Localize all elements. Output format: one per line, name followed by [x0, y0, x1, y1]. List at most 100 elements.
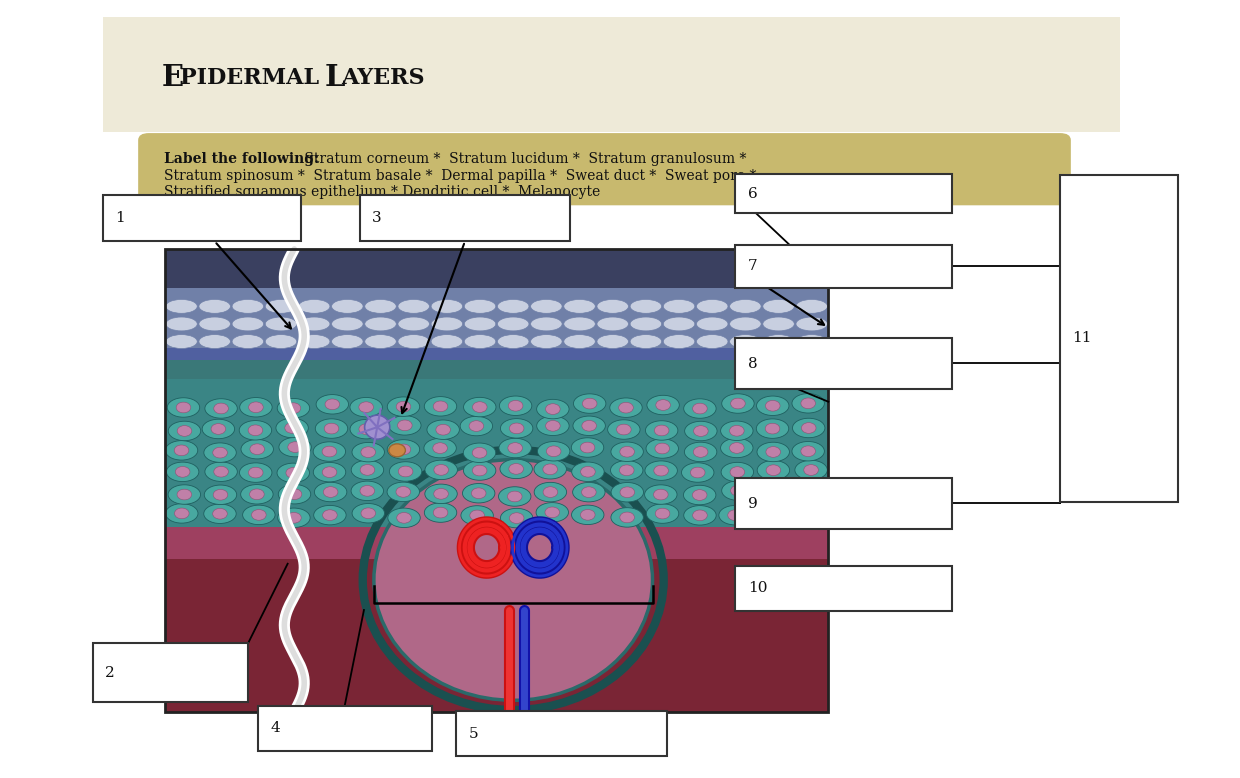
Ellipse shape: [582, 487, 596, 497]
Ellipse shape: [314, 506, 346, 525]
Bar: [165, 289, 828, 349]
Ellipse shape: [198, 317, 231, 331]
Ellipse shape: [765, 401, 780, 411]
Ellipse shape: [510, 423, 525, 433]
Ellipse shape: [232, 300, 264, 314]
Ellipse shape: [792, 419, 825, 438]
Ellipse shape: [572, 438, 604, 457]
Ellipse shape: [358, 401, 373, 412]
Ellipse shape: [729, 335, 761, 349]
Ellipse shape: [351, 481, 383, 500]
Ellipse shape: [756, 442, 790, 461]
Ellipse shape: [434, 489, 449, 499]
Ellipse shape: [722, 481, 754, 500]
Text: PIDERMAL: PIDERMAL: [180, 67, 335, 89]
Ellipse shape: [663, 300, 694, 314]
Ellipse shape: [461, 506, 494, 525]
Ellipse shape: [424, 397, 456, 416]
Ellipse shape: [804, 490, 818, 501]
Ellipse shape: [722, 462, 754, 482]
Ellipse shape: [729, 426, 744, 436]
Ellipse shape: [611, 508, 644, 527]
Ellipse shape: [795, 486, 827, 506]
Ellipse shape: [389, 462, 422, 482]
Ellipse shape: [202, 419, 234, 439]
Ellipse shape: [498, 487, 531, 506]
Ellipse shape: [765, 423, 780, 434]
Ellipse shape: [265, 335, 296, 349]
Ellipse shape: [684, 442, 717, 461]
Ellipse shape: [288, 442, 303, 453]
Ellipse shape: [166, 335, 197, 349]
Ellipse shape: [610, 461, 642, 480]
Ellipse shape: [365, 300, 397, 314]
Ellipse shape: [213, 489, 228, 500]
Ellipse shape: [534, 460, 567, 479]
Ellipse shape: [314, 442, 346, 461]
Ellipse shape: [286, 513, 301, 523]
Ellipse shape: [388, 508, 420, 527]
Ellipse shape: [682, 463, 714, 482]
Ellipse shape: [537, 399, 569, 419]
Bar: [735, 174, 952, 213]
Ellipse shape: [398, 300, 429, 314]
Ellipse shape: [620, 465, 634, 475]
Ellipse shape: [572, 505, 604, 524]
Bar: [360, 194, 570, 241]
Ellipse shape: [427, 420, 459, 440]
Ellipse shape: [546, 404, 560, 415]
Ellipse shape: [802, 508, 817, 518]
Ellipse shape: [655, 443, 670, 454]
Text: Stratified squamous epithelium * Dendritic cell *  Melanocyte: Stratified squamous epithelium * Dendrit…: [164, 185, 600, 199]
Ellipse shape: [768, 489, 781, 499]
Ellipse shape: [620, 512, 635, 523]
Ellipse shape: [564, 300, 595, 314]
Ellipse shape: [248, 425, 263, 436]
Ellipse shape: [766, 464, 781, 475]
Ellipse shape: [655, 425, 668, 436]
Ellipse shape: [683, 485, 715, 505]
Ellipse shape: [683, 506, 717, 525]
Ellipse shape: [464, 398, 496, 417]
Ellipse shape: [286, 403, 301, 414]
Ellipse shape: [500, 396, 532, 415]
Bar: [735, 478, 952, 529]
FancyBboxPatch shape: [139, 134, 1070, 205]
Ellipse shape: [358, 424, 373, 434]
Ellipse shape: [722, 394, 754, 413]
Ellipse shape: [463, 483, 495, 503]
Ellipse shape: [646, 504, 678, 524]
Ellipse shape: [387, 397, 419, 416]
Ellipse shape: [241, 440, 274, 459]
Ellipse shape: [433, 401, 448, 412]
Ellipse shape: [166, 503, 198, 523]
Ellipse shape: [198, 300, 231, 314]
Ellipse shape: [350, 398, 382, 417]
Ellipse shape: [763, 300, 795, 314]
Ellipse shape: [720, 421, 753, 440]
Ellipse shape: [630, 317, 662, 331]
Ellipse shape: [469, 421, 484, 431]
Ellipse shape: [692, 489, 707, 500]
Ellipse shape: [497, 300, 529, 314]
Ellipse shape: [203, 504, 236, 524]
Ellipse shape: [616, 424, 631, 435]
Ellipse shape: [322, 467, 337, 478]
Ellipse shape: [177, 489, 192, 500]
Ellipse shape: [758, 484, 791, 503]
Ellipse shape: [630, 335, 662, 349]
Ellipse shape: [653, 465, 668, 476]
Ellipse shape: [472, 465, 487, 476]
Ellipse shape: [175, 467, 190, 477]
Ellipse shape: [582, 420, 596, 431]
Ellipse shape: [424, 438, 456, 457]
Ellipse shape: [398, 420, 412, 431]
Ellipse shape: [795, 461, 827, 480]
Ellipse shape: [544, 507, 559, 517]
Ellipse shape: [169, 485, 201, 504]
Ellipse shape: [361, 508, 376, 519]
Ellipse shape: [166, 300, 197, 314]
Ellipse shape: [497, 335, 529, 349]
Ellipse shape: [434, 464, 449, 475]
Ellipse shape: [205, 462, 237, 482]
